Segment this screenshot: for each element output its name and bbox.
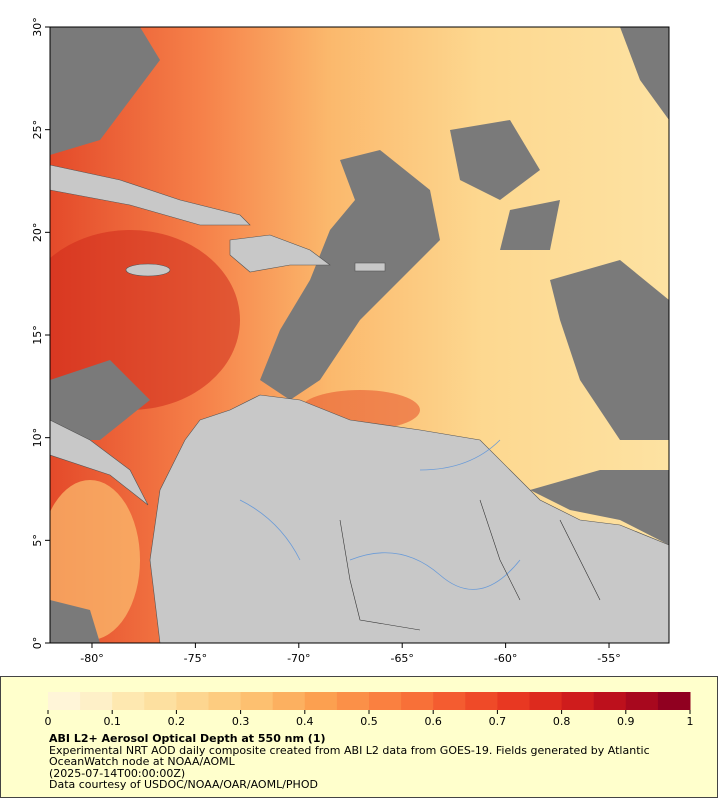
y-tick-label: 30° — [31, 17, 44, 37]
y-tick-label: 25° — [31, 120, 44, 140]
colorbar-swatch — [529, 692, 563, 710]
colorbar-swatch — [208, 692, 242, 710]
y-tick-label: 0° — [31, 637, 44, 650]
colorbar-swatch — [401, 692, 434, 710]
colorbar-tick-label: 0.5 — [360, 715, 378, 728]
colorbar-tick-label: 0.3 — [232, 715, 250, 728]
colorbar-swatch — [657, 692, 691, 710]
y-tick-label: 5° — [31, 534, 44, 547]
colorbar-swatch — [465, 692, 498, 710]
colorbar-swatch — [112, 692, 145, 710]
map: -80° -75° -70° -65° -60° -55° 0° 5° 10° 15° 20° 25°… — [31, 17, 670, 665]
colorbar-tick-label: 0 — [45, 715, 52, 728]
legend-text: ABI L2+ Aerosol Optical Depth at 550 nm … — [49, 733, 679, 791]
colorbar-swatch — [593, 692, 627, 710]
legend-date: (2025-07-14T00:00:00Z) — [49, 766, 186, 780]
colorbar-swatch — [272, 692, 306, 710]
y-tick-label: 15° — [31, 325, 44, 345]
y-tick-label: 10° — [31, 428, 44, 448]
x-tick-label: -70° — [287, 652, 310, 665]
colorbar-tick-label: 0.2 — [168, 715, 186, 728]
x-tick-label: -75° — [184, 652, 207, 665]
colorbar-swatch — [80, 692, 113, 710]
colorbar-tick-label: 0.6 — [424, 715, 442, 728]
colorbar-swatch — [369, 692, 402, 710]
legend-title: ABI L2+ Aerosol Optical Depth at 550 nm … — [49, 732, 326, 745]
colorbar-swatch — [497, 692, 530, 710]
x-tick-label: -55° — [597, 652, 620, 665]
colorbar-tick-label: 1 — [687, 715, 694, 728]
colorbar-tick-label: 0.4 — [296, 715, 314, 728]
colorbar-tick-label: 0.9 — [617, 715, 635, 728]
colorbar-swatch — [176, 692, 209, 710]
legend-description: Experimental NRT AOD daily composite cre… — [49, 743, 650, 768]
colorbar-swatch — [304, 692, 338, 710]
colorbar-swatch — [433, 692, 466, 710]
x-tick-label: -80° — [80, 652, 103, 665]
colorbar: 0 0.1 0.2 0.3 0.4 0.5 0.6 0.7 0.8 0.9 1 — [45, 692, 694, 728]
colorbar-tick-label: 0.7 — [489, 715, 507, 728]
colorbar-swatch — [625, 692, 659, 710]
colorbar-swatch — [144, 692, 177, 710]
x-tick-label: -65° — [390, 652, 413, 665]
colorbar-swatch — [48, 692, 81, 710]
y-tick-label: 20° — [31, 223, 44, 243]
legend: 0 0.1 0.2 0.3 0.4 0.5 0.6 0.7 0.8 0.9 1 ABI L2+ Ae… — [0, 676, 718, 798]
colorbar-swatch — [240, 692, 274, 710]
legend-credit: Data courtesy of USDOC/NOAA/OAR/AOML/PHO… — [49, 778, 318, 791]
colorbar-tick-label: 0.8 — [553, 715, 571, 728]
map-imagery — [50, 27, 669, 643]
colorbar-swatch — [336, 692, 370, 710]
x-tick-label: -60° — [494, 652, 517, 665]
colorbar-tick-label: 0.1 — [103, 715, 121, 728]
colorbar-swatch — [561, 692, 595, 710]
